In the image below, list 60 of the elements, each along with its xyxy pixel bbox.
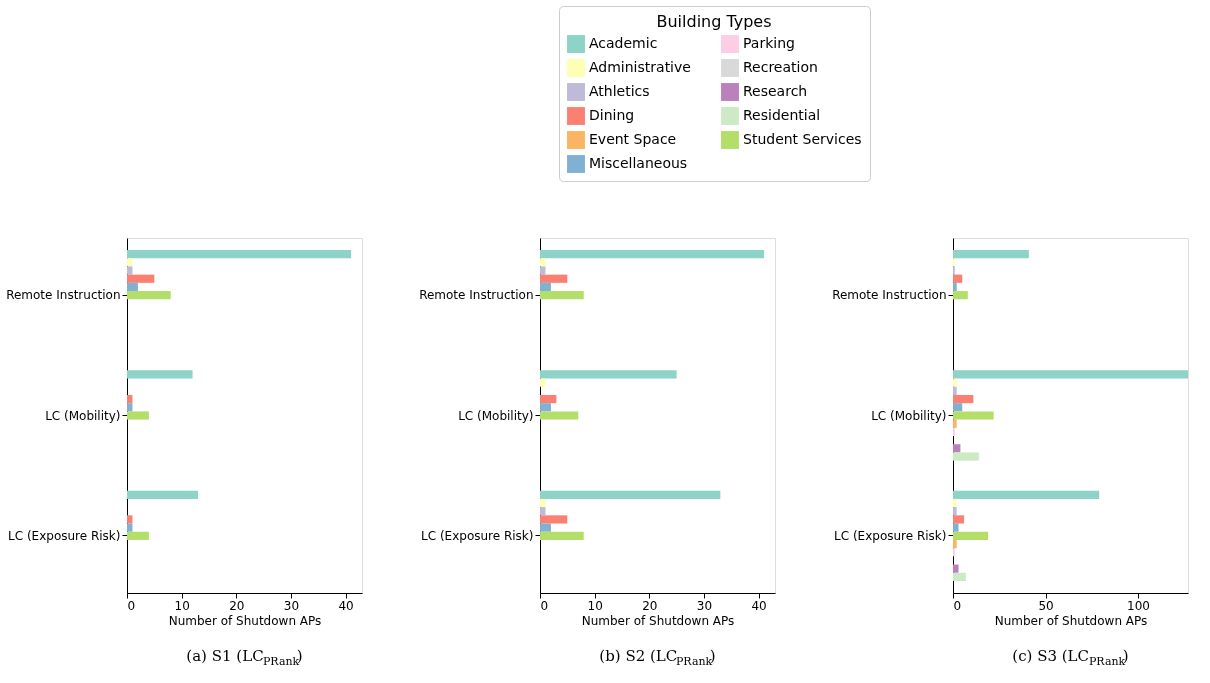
- y-tick-label: LC (Exposure Risk): [834, 528, 947, 543]
- x-axis-title: Number of Shutdown APs: [581, 613, 735, 628]
- bar: [127, 250, 352, 259]
- x-tick-label: 10: [174, 598, 190, 613]
- x-tick-label: 30: [696, 598, 713, 613]
- y-tick-label: LC (Mobility): [458, 408, 534, 423]
- x-tick-label: 50: [1038, 598, 1054, 613]
- y-tick-label: LC (Mobility): [871, 408, 947, 423]
- x-axis-title: Number of Shutdown APs: [994, 613, 1148, 628]
- bar: [540, 291, 584, 300]
- x-axis-title: Number of Shutdown APs: [168, 613, 322, 628]
- x-tick-label: 0: [540, 598, 549, 613]
- x-tick-label: 20: [642, 598, 658, 613]
- bar: [540, 266, 546, 275]
- x-tick-label: 0: [953, 598, 962, 613]
- legend-label: Athletics: [589, 83, 650, 99]
- bar: [127, 282, 138, 292]
- bar: [540, 370, 677, 379]
- bar: [540, 531, 584, 540]
- x-tick-label: 30: [283, 598, 300, 613]
- legend-label: Event Space: [589, 131, 677, 147]
- bar: [540, 523, 551, 532]
- legend-title: Building Types: [656, 12, 772, 31]
- bar: [540, 411, 579, 420]
- legend-label: Student Services: [743, 131, 862, 147]
- legend-label: Recreation: [743, 59, 818, 75]
- bar: [127, 291, 171, 300]
- bar: [127, 411, 149, 420]
- legend-label: Parking: [743, 35, 795, 52]
- bar: [540, 274, 568, 283]
- y-tick-label: LC (Mobility): [45, 408, 121, 423]
- x-tick-label: 10: [587, 598, 603, 613]
- y-tick-label: LC (Exposure Risk): [421, 528, 534, 543]
- bar: [540, 394, 557, 404]
- legend-label: Miscellaneous: [589, 155, 688, 171]
- bar: [127, 531, 149, 540]
- y-tick-label: LC (Exposure Risk): [8, 528, 121, 543]
- x-tick-label: 100: [1127, 598, 1150, 613]
- bar: [540, 515, 568, 524]
- bar: [127, 266, 133, 275]
- bar: [540, 403, 551, 412]
- x-tick-label: 0: [127, 598, 136, 613]
- legend-label: Academic: [589, 35, 658, 52]
- y-tick-label: Remote Instruction: [832, 288, 947, 303]
- bar: [127, 370, 193, 379]
- y-tick-label: Remote Instruction: [6, 288, 121, 303]
- bar: [127, 515, 133, 524]
- bar: [127, 490, 199, 499]
- bar: [540, 282, 551, 292]
- legend-label: Research: [743, 83, 808, 99]
- x-tick-label: 40: [338, 598, 354, 613]
- bar: [540, 250, 765, 259]
- x-tick-label: 40: [751, 598, 767, 613]
- x-tick-label: 20: [229, 598, 245, 613]
- bar: [127, 274, 155, 283]
- legend-label: Residential: [743, 107, 821, 123]
- legend-label: Dining: [589, 107, 635, 123]
- legend-label: Administrative: [589, 59, 691, 75]
- y-tick-label: Remote Instruction: [419, 288, 534, 303]
- bar: [540, 490, 721, 499]
